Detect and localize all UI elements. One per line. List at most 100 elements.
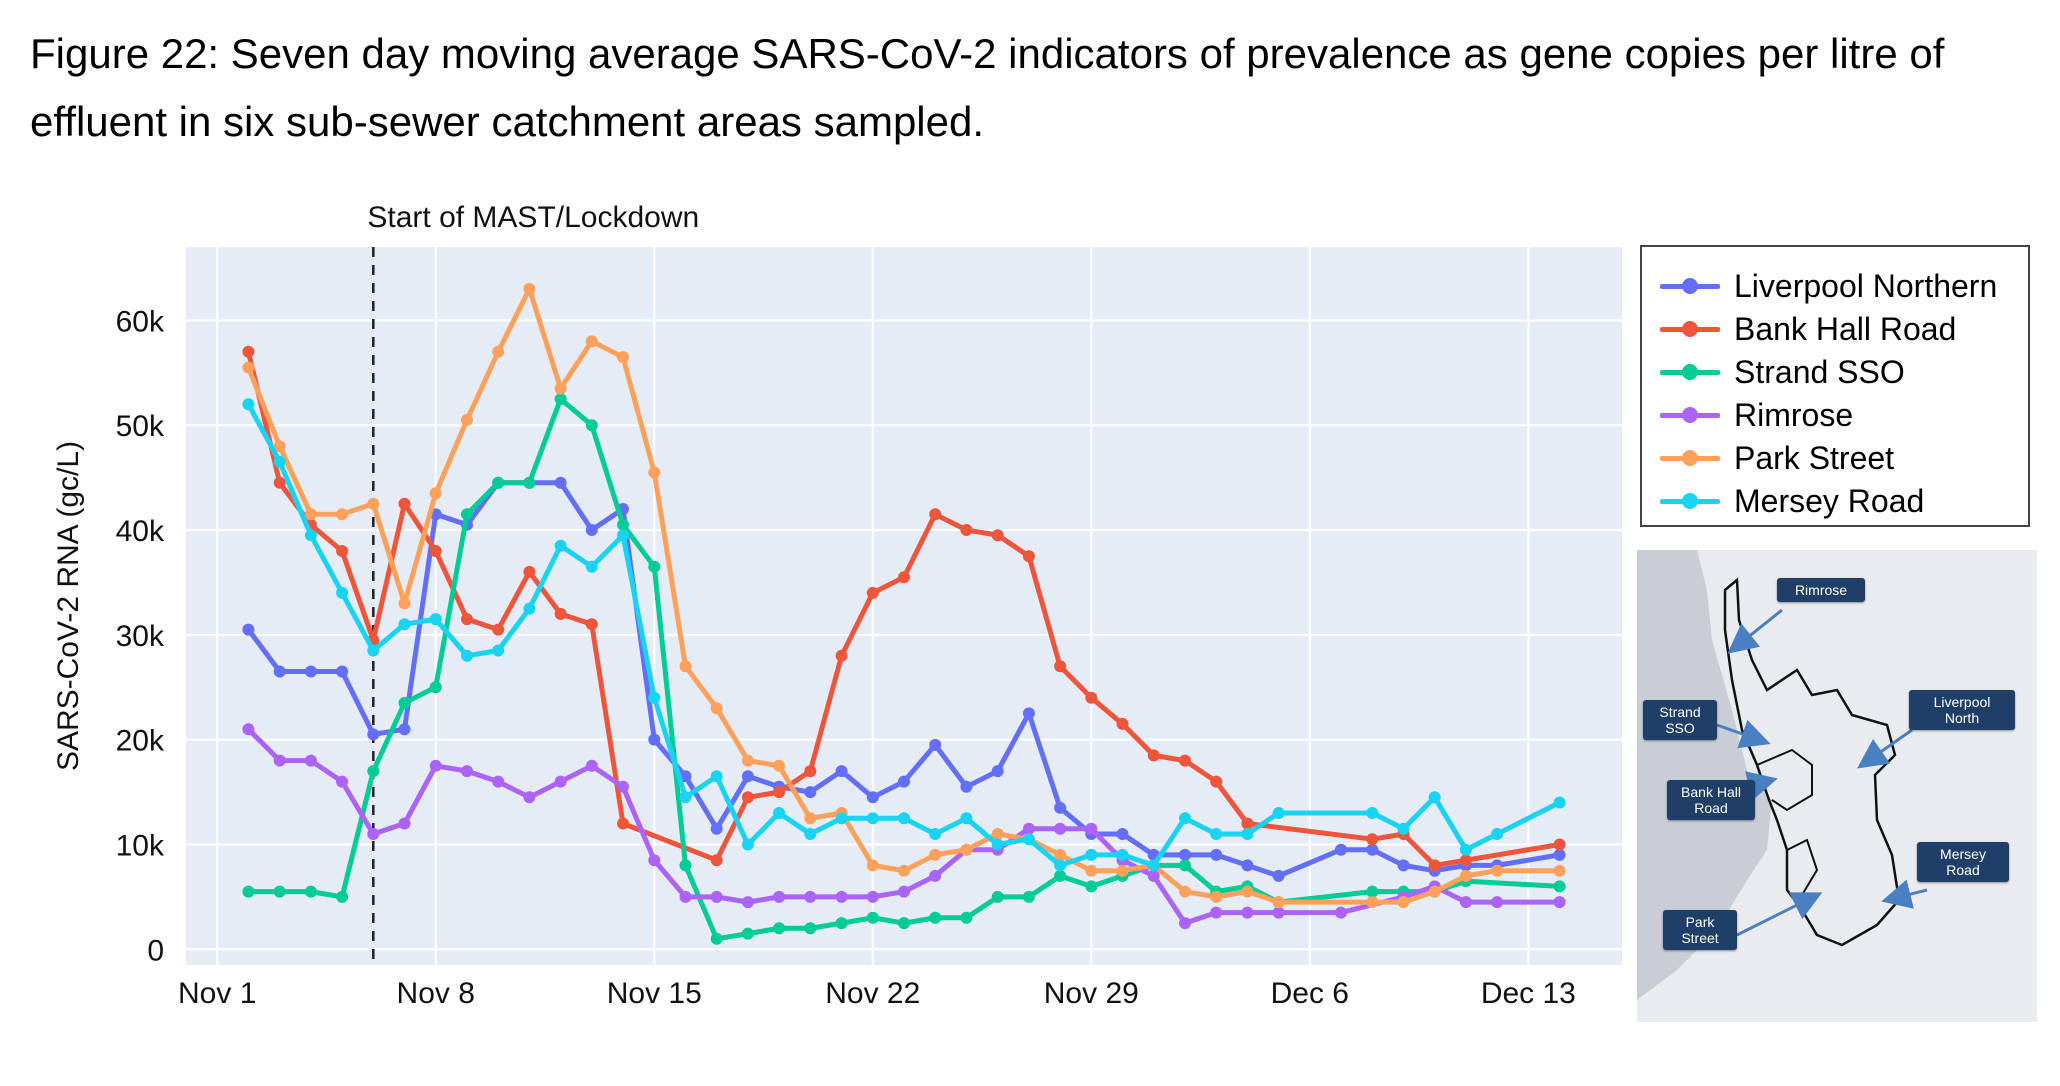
data-point-bank-hall-road <box>461 613 473 626</box>
y-axis-label: SARS-CoV-2 RNA (gc/L) <box>52 441 85 771</box>
data-point-strand-sso <box>648 560 661 573</box>
map-label-bank-hall: Bank Hall Road <box>1667 780 1755 820</box>
x-tick-label: Nov 1 <box>178 977 256 1010</box>
map-label-rimrose: Rimrose <box>1777 578 1865 602</box>
x-tick-label: Nov 15 <box>607 977 702 1010</box>
data-point-liverpool-northern <box>929 738 942 751</box>
data-point-liverpool-northern <box>960 780 973 793</box>
data-point-rimrose <box>1179 917 1191 930</box>
data-point-bank-hall-road <box>866 586 879 599</box>
data-point-park-street <box>429 487 442 500</box>
data-point-rimrose <box>242 723 255 736</box>
data-point-mersey-road <box>617 529 629 542</box>
data-point-park-street <box>648 466 661 479</box>
data-point-park-street <box>554 382 567 395</box>
data-point-mersey-road <box>804 828 817 840</box>
data-point-park-street <box>398 597 411 610</box>
legend-marker <box>1682 321 1698 337</box>
data-point-mersey-road <box>1491 828 1504 840</box>
data-point-bank-hall-road <box>585 618 598 631</box>
x-tick-label: Nov 8 <box>397 977 475 1010</box>
data-point-rimrose <box>773 890 786 903</box>
catchment-internal-boundary <box>1756 748 1819 896</box>
legend-marker <box>1682 493 1698 509</box>
data-point-rimrose <box>1085 822 1098 835</box>
data-point-rimrose <box>835 890 848 903</box>
data-point-liverpool-northern <box>991 765 1004 778</box>
series-rimrose <box>242 723 1566 930</box>
data-point-strand-sso <box>1054 869 1067 882</box>
data-point-park-street <box>1272 896 1285 909</box>
data-point-strand-sso <box>336 890 349 903</box>
data-point-park-street <box>273 440 286 453</box>
legend-marker <box>1682 364 1698 380</box>
data-point-bank-hall-road <box>492 623 505 636</box>
data-point-mersey-road <box>991 838 1004 851</box>
data-point-strand-sso <box>835 917 848 930</box>
data-point-bank-hall-road <box>1147 749 1160 762</box>
data-point-liverpool-northern <box>585 524 598 536</box>
y-tick-label: 20k <box>116 725 165 758</box>
data-point-bank-hall-road <box>1116 717 1129 730</box>
data-point-park-street <box>929 848 942 861</box>
data-point-mersey-road <box>1241 828 1254 840</box>
data-point-strand-sso <box>929 911 942 924</box>
data-point-rimrose <box>1491 896 1504 909</box>
data-point-bank-hall-road <box>991 529 1004 542</box>
data-point-mersey-road <box>492 644 505 657</box>
legend-label: Bank Hall Road <box>1734 311 1957 347</box>
data-point-bank-hall-road <box>273 476 286 489</box>
data-point-park-street <box>1085 864 1098 877</box>
map-graphic <box>1637 550 1928 1000</box>
data-point-park-street <box>523 282 536 295</box>
data-point-rimrose <box>461 765 473 778</box>
data-point-rimrose <box>492 775 505 788</box>
data-point-rimrose <box>429 759 442 772</box>
x-tick-label: Dec 6 <box>1271 977 1349 1010</box>
data-point-bank-hall-road <box>898 571 910 584</box>
data-point-strand-sso <box>960 911 973 924</box>
data-point-rimrose <box>523 791 536 804</box>
data-point-mersey-road <box>554 539 567 552</box>
data-point-mersey-road <box>648 691 661 704</box>
legend-marker <box>1682 407 1698 423</box>
data-point-strand-sso <box>492 476 505 489</box>
data-point-mersey-road <box>1054 859 1067 872</box>
data-point-rimrose <box>1054 822 1067 835</box>
data-point-park-street <box>1210 890 1223 903</box>
y-tick-label: 30k <box>116 620 165 653</box>
data-point-rimrose <box>585 759 598 772</box>
data-point-rimrose <box>617 780 629 793</box>
data-point-strand-sso <box>804 922 817 935</box>
data-point-liverpool-northern <box>554 476 567 489</box>
series-bank-hall-road <box>242 345 1566 872</box>
data-point-liverpool-northern <box>1366 843 1379 856</box>
data-point-park-street <box>1366 896 1379 909</box>
data-point-bank-hall-road <box>336 545 349 557</box>
data-point-park-street <box>804 812 817 825</box>
data-point-rimrose <box>1459 896 1472 909</box>
data-point-strand-sso <box>461 508 473 521</box>
data-point-rimrose <box>1147 869 1160 882</box>
data-point-bank-hall-road <box>617 817 629 830</box>
data-point-mersey-road <box>585 560 598 573</box>
y-tick-label: 50k <box>116 410 165 443</box>
data-point-mersey-road <box>1553 796 1566 809</box>
data-point-rimrose <box>367 828 380 840</box>
data-point-park-street <box>898 864 910 877</box>
y-tick-label: 0 <box>147 934 164 967</box>
data-point-mersey-road <box>1085 848 1098 861</box>
x-tick-label: Nov 22 <box>825 977 920 1010</box>
series-line-rimrose <box>246 727 1560 926</box>
lockdown-annotation: Start of MAST/Lockdown <box>367 201 699 965</box>
data-point-rimrose <box>898 885 910 898</box>
data-point-rimrose <box>710 890 723 903</box>
map-label-liverpool-northern: Liverpool North <box>1909 690 2015 730</box>
data-point-mersey-road <box>1272 807 1285 819</box>
data-point-park-street <box>585 335 598 348</box>
data-point-park-street <box>1428 885 1441 898</box>
legend-item: Strand SSO <box>1660 351 2030 391</box>
data-point-strand-sso <box>523 476 536 489</box>
data-point-rimrose <box>304 754 317 767</box>
series-mersey-road <box>242 398 1566 872</box>
